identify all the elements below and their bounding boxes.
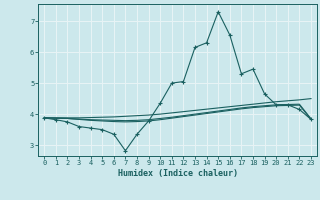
X-axis label: Humidex (Indice chaleur): Humidex (Indice chaleur) [118, 169, 238, 178]
